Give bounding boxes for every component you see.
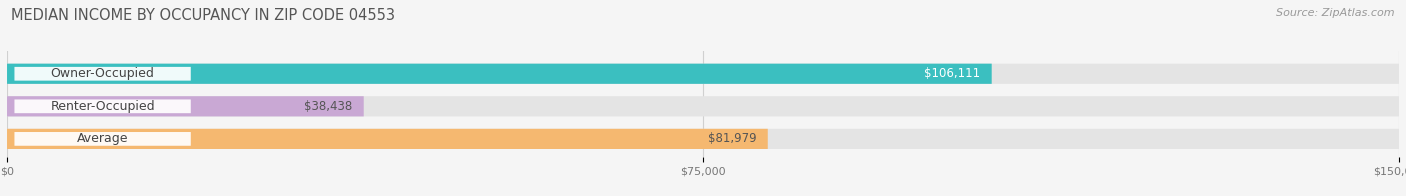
Text: Renter-Occupied: Renter-Occupied — [51, 100, 155, 113]
FancyBboxPatch shape — [14, 67, 191, 81]
FancyBboxPatch shape — [7, 64, 1399, 84]
Text: Average: Average — [77, 132, 128, 145]
FancyBboxPatch shape — [7, 64, 991, 84]
FancyBboxPatch shape — [7, 129, 768, 149]
FancyBboxPatch shape — [14, 99, 191, 113]
Text: MEDIAN INCOME BY OCCUPANCY IN ZIP CODE 04553: MEDIAN INCOME BY OCCUPANCY IN ZIP CODE 0… — [11, 8, 395, 23]
FancyBboxPatch shape — [7, 129, 1399, 149]
Text: $81,979: $81,979 — [709, 132, 756, 145]
FancyBboxPatch shape — [14, 132, 191, 146]
Text: $38,438: $38,438 — [304, 100, 353, 113]
FancyBboxPatch shape — [7, 96, 364, 116]
Text: $106,111: $106,111 — [924, 67, 980, 80]
Text: Owner-Occupied: Owner-Occupied — [51, 67, 155, 80]
FancyBboxPatch shape — [7, 96, 1399, 116]
Text: Source: ZipAtlas.com: Source: ZipAtlas.com — [1277, 8, 1395, 18]
